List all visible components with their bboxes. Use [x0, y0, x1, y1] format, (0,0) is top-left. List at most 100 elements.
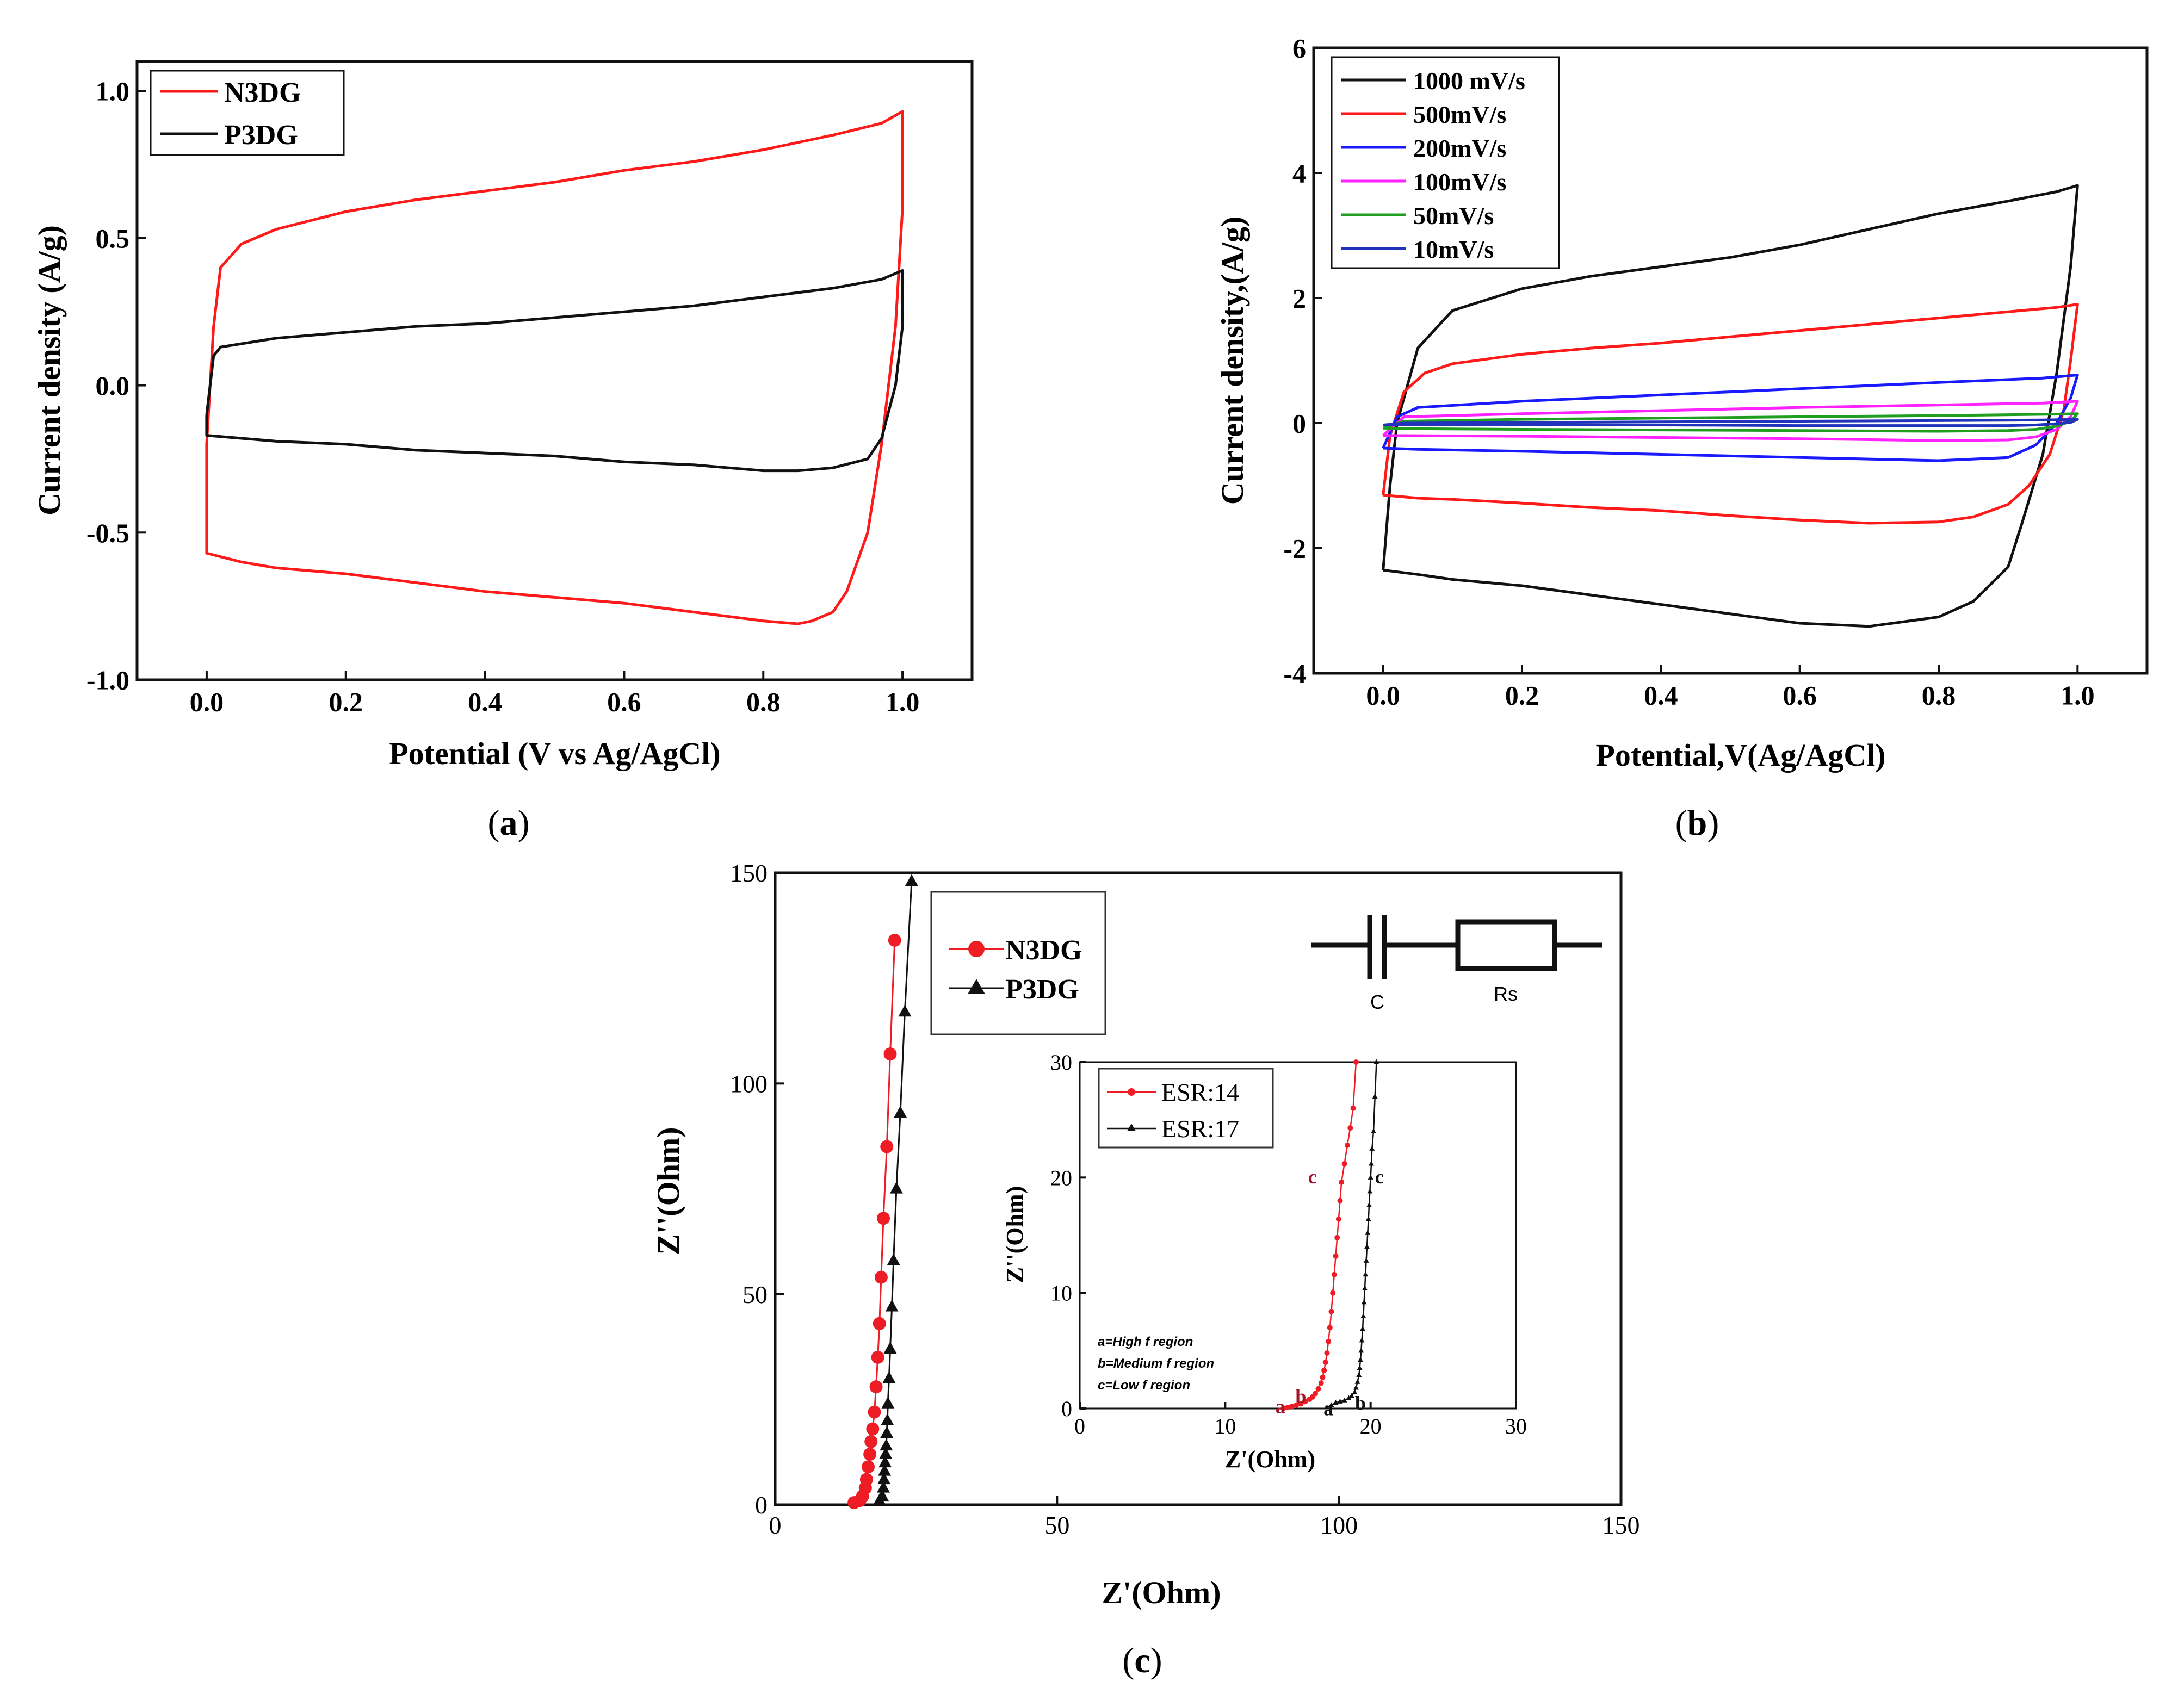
inset-note-low-f: c=Low f region [1098, 1378, 1190, 1393]
b-series-line-1000-mv-s [1382, 184, 2079, 628]
i-x-tick-label: 0 [1074, 1414, 1085, 1438]
c-data-point-p3dg [877, 1481, 890, 1493]
i-data-point-esr-14 [1318, 1380, 1324, 1386]
b-y-tick-label: 2 [1292, 283, 1306, 314]
panel-b-legend-box [1331, 56, 1560, 269]
a-x-tick-label: 0.8 [746, 687, 781, 717]
panel-a-y-axis-label: Current density (A/g) [32, 225, 67, 516]
inset-legend-label-esr17: ESR:17 [1161, 1115, 1239, 1143]
i-data-point-esr-17 [1348, 1393, 1354, 1398]
panel-c-series [847, 874, 918, 1510]
i-data-point-esr-14 [1298, 1401, 1304, 1407]
i-data-point-esr-17 [1363, 1257, 1369, 1263]
panel-b: 0.0 0.2 0.4 0.6 0.8 1.0 -4 -2 0 2 4 6 Potential,V(… [1215, 33, 2149, 843]
i-data-point-esr-14 [1322, 1360, 1328, 1366]
panel-a-legend: N3DG P3DG [150, 70, 345, 156]
c-data-point-n3dg [859, 1473, 873, 1486]
panel-c-legend-marker-p3dg [968, 979, 985, 994]
i-data-point-esr-14 [1327, 1325, 1333, 1331]
c-x-tick-label: 150 [1603, 1511, 1640, 1539]
inset-region-label-c: c [1308, 1166, 1317, 1188]
inset-note-high-f: a=High f region [1098, 1335, 1193, 1349]
i-data-point-esr-14 [1337, 1198, 1343, 1203]
inset-note-medium-f: b=Medium f region [1098, 1356, 1214, 1371]
i-data-point-esr-14 [1328, 1308, 1334, 1314]
i-data-point-esr-17 [1369, 1145, 1375, 1151]
a-y-tick-label: -1.0 [86, 665, 129, 696]
b-y-tick-label: -4 [1283, 659, 1306, 689]
panel-a-y-ticks: -1.0 -0.5 0.0 0.5 1.0 [86, 76, 146, 696]
i-data-point-esr-14 [1324, 1350, 1330, 1356]
inset-series [1280, 1059, 1379, 1411]
i-data-point-esr-17 [1369, 1161, 1375, 1166]
c-data-point-p3dg [880, 1438, 893, 1451]
c-data-point-p3dg [881, 1413, 894, 1425]
i-data-point-esr-14 [1339, 1179, 1345, 1185]
c-data-point-p3dg [878, 1464, 892, 1476]
i-data-point-esr-14 [1280, 1406, 1286, 1411]
i-data-point-esr-17 [1367, 1188, 1373, 1194]
panel-b-plot-frame [1312, 46, 2149, 675]
a-x-tick-label: 0.6 [607, 687, 641, 717]
i-data-point-esr-14 [1330, 1290, 1336, 1296]
panel-b-x-ticks: 0.0 0.2 0.4 0.6 0.8 1.0 [1366, 665, 2095, 711]
c-data-point-p3dg [883, 1342, 897, 1354]
c-data-point-n3dg [873, 1317, 886, 1330]
i-data-point-esr-17 [1346, 1395, 1352, 1400]
i-data-point-esr-14 [1344, 1142, 1350, 1148]
i-data-point-esr-17 [1353, 1385, 1359, 1390]
i-data-point-esr-14 [1347, 1125, 1353, 1131]
b-x-tick-label: 0.0 [1366, 680, 1400, 711]
inset-legend-marker-esr17 [1127, 1124, 1136, 1131]
c-data-point-n3dg [869, 1380, 883, 1394]
i-data-point-esr-17 [1337, 1398, 1343, 1404]
inset-x-axis-label: Z'(Ohm) [1225, 1446, 1315, 1473]
panel-b-series [1382, 184, 2079, 628]
i-data-point-esr-17 [1371, 1128, 1377, 1133]
a-y-tick-label: 0.0 [96, 370, 130, 401]
b-x-tick-label: 0.4 [1644, 680, 1678, 711]
c-data-point-n3dg [871, 1350, 884, 1364]
b-x-tick-label: 0.8 [1922, 680, 1956, 711]
i-data-point-esr-17 [1368, 1174, 1373, 1180]
inset-region-label-b: b [1355, 1392, 1366, 1414]
panel-c-x-axis-label: Z'(Ohm) [1102, 1575, 1221, 1610]
inset-region-label-a: a [1276, 1395, 1285, 1417]
b-series-line-10mv-s [1383, 418, 2079, 427]
inset-point-labels: a bca bc [1276, 1166, 1384, 1420]
c-y-tick-label: 50 [743, 1281, 768, 1308]
a-series-line-n3dg [205, 110, 904, 625]
c-data-point-n3dg [877, 1212, 890, 1225]
inset-x-ticks: 0 10 20 30 [1074, 1402, 1527, 1438]
i-data-point-esr-17 [1361, 1299, 1367, 1305]
inset-y-axis-label: Z''(Ohm) [1001, 1186, 1028, 1283]
i-data-point-esr-14 [1302, 1399, 1308, 1405]
c-data-point-p3dg [879, 1447, 893, 1459]
c-data-point-p3dg [894, 1106, 907, 1118]
i-x-tick-label: 30 [1505, 1414, 1527, 1438]
i-data-point-esr-17 [1372, 1094, 1378, 1099]
c-y-tick-label: 100 [730, 1070, 768, 1097]
c-data-point-p3dg [875, 1489, 889, 1502]
i-data-point-esr-17 [1373, 1059, 1379, 1064]
c-x-tick-label: 0 [769, 1511, 782, 1539]
i-data-point-esr-17 [1333, 1399, 1339, 1405]
i-data-point-esr-14 [1335, 1216, 1341, 1222]
panel-a-legend-label-n3dg: N3DG [224, 77, 301, 108]
i-data-point-esr-17 [1360, 1313, 1366, 1318]
equivalent-circuit-diagram: C Rs [1311, 915, 1602, 1013]
panel-a-caption: (a) [488, 803, 530, 843]
i-data-point-esr-17 [1364, 1244, 1370, 1249]
i-data-point-esr-14 [1285, 1404, 1291, 1410]
b-y-tick-label: 0 [1292, 408, 1306, 439]
c-data-point-p3dg [881, 1397, 895, 1409]
c-y-tick-label: 150 [730, 859, 768, 887]
c-data-point-p3dg [882, 1371, 896, 1383]
i-data-point-esr-17 [1362, 1285, 1368, 1290]
i-data-point-esr-14 [1341, 1161, 1347, 1167]
c-data-point-n3dg [862, 1460, 875, 1474]
panel-a-series [205, 110, 904, 625]
i-data-point-esr-17 [1366, 1202, 1372, 1207]
